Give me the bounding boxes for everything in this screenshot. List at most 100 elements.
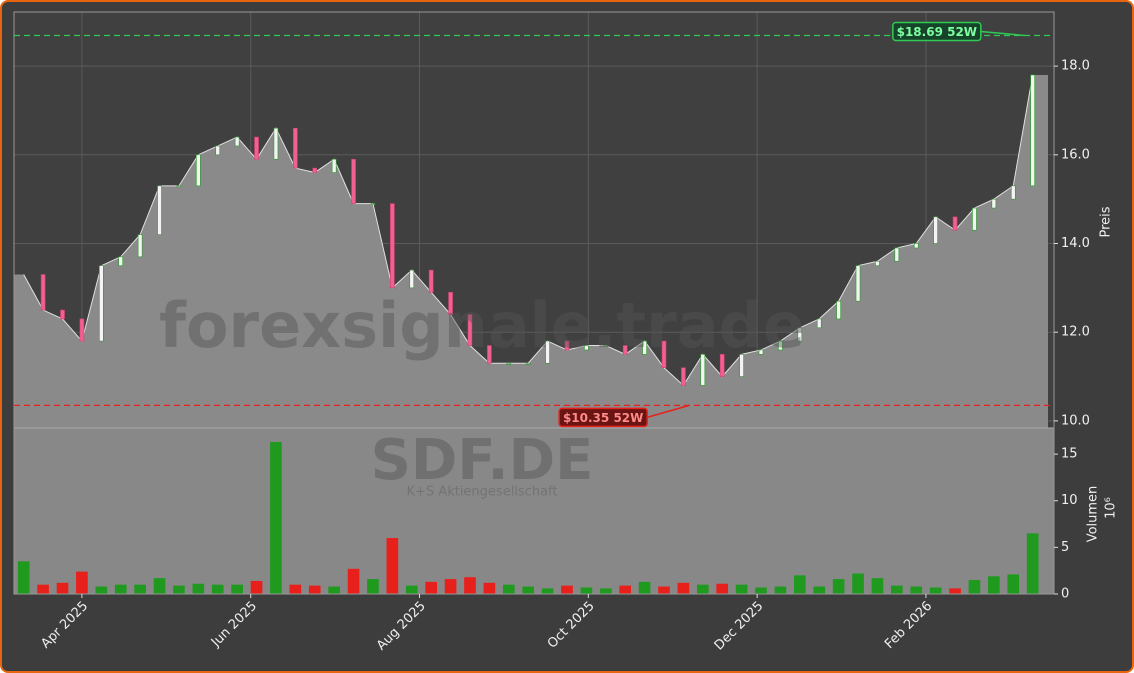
candle	[487, 345, 492, 364]
volume-bar	[308, 585, 321, 594]
candle	[196, 154, 201, 187]
candle	[661, 340, 667, 368]
y2-tick-label: 15	[1061, 447, 1078, 462]
volume-bar	[716, 583, 729, 594]
volume-bar	[813, 586, 826, 594]
volume-bar	[658, 586, 670, 594]
volume-bar	[502, 584, 515, 594]
candle	[467, 314, 473, 346]
volume-bar	[405, 585, 418, 594]
volume-bar	[231, 584, 243, 594]
candle	[952, 216, 958, 231]
volume-panel	[14, 428, 1054, 594]
annotation-arrow	[980, 30, 1025, 37]
candle	[254, 136, 259, 160]
candle	[681, 367, 686, 386]
candle	[118, 256, 124, 266]
x-tick-label: Dec 2025	[712, 599, 767, 654]
x-tick-label: Apr 2025	[38, 599, 91, 652]
volume-bar	[541, 588, 554, 594]
candle	[312, 167, 318, 173]
y-axis-label: Preis	[1099, 206, 1114, 237]
candle	[584, 345, 589, 351]
volume-bar	[153, 578, 166, 594]
x-tick-label: Jun 2025	[208, 599, 260, 651]
candle	[797, 327, 803, 342]
candle	[525, 362, 531, 365]
candle	[157, 185, 162, 235]
volume-bar	[910, 586, 923, 594]
candle	[758, 349, 764, 355]
volume-bar	[270, 441, 282, 594]
candle	[991, 198, 997, 209]
watermark: forexsignale.trade	[159, 289, 805, 362]
volume-bar	[522, 586, 534, 594]
candle	[642, 340, 647, 355]
volume-bar	[561, 585, 573, 594]
candle	[370, 203, 376, 205]
annotation-label: $10.35 52W	[563, 411, 643, 425]
company-watermark: K+S Aktiengesellschaft	[407, 485, 558, 500]
candle	[739, 354, 744, 377]
volume-bar	[1026, 533, 1039, 594]
candle	[331, 158, 337, 173]
volume-bar	[211, 584, 224, 594]
volume-bar	[755, 587, 767, 594]
volume-bar	[638, 581, 651, 594]
candle	[137, 234, 143, 258]
volume-bar	[134, 584, 146, 594]
candle	[448, 291, 453, 315]
volume-bar	[949, 588, 961, 594]
candle	[545, 340, 550, 364]
volume-bar	[250, 580, 263, 594]
volume-bar	[483, 582, 496, 594]
volume-bar	[580, 587, 593, 594]
candle	[913, 243, 919, 249]
volume-bar	[367, 579, 379, 594]
candle	[60, 309, 65, 320]
annotation-arrow	[646, 404, 690, 419]
panel-border	[13, 11, 1055, 595]
candle	[428, 269, 434, 293]
x-tick-label: Oct 2025	[545, 599, 598, 652]
candle	[409, 269, 415, 289]
volume-bar	[852, 573, 864, 594]
candle	[836, 300, 841, 320]
candle	[778, 340, 783, 351]
annotation-box	[892, 21, 982, 42]
candle	[855, 265, 861, 302]
x-tick-label: Aug 2025	[374, 599, 429, 654]
candle	[622, 345, 628, 355]
volume-bar	[347, 568, 360, 594]
volume-bar	[192, 583, 205, 594]
candle	[719, 354, 725, 377]
candle	[293, 127, 298, 169]
volume-bar	[425, 581, 437, 594]
volume-bar	[1007, 574, 1020, 594]
ticker-watermark: SDF.DE	[371, 428, 594, 493]
volume-bar	[76, 571, 88, 594]
candle	[603, 345, 609, 347]
volume-bar	[735, 584, 748, 594]
volume-bar	[173, 585, 185, 594]
volume-bar	[988, 576, 1000, 594]
volume-bar	[968, 580, 981, 594]
volume-bar	[114, 584, 127, 594]
candle	[700, 354, 706, 386]
volume-bar	[386, 538, 399, 594]
candle	[506, 362, 512, 365]
y2-tick-label: 5	[1061, 540, 1069, 555]
volume-bar	[774, 586, 787, 594]
volume-bar	[891, 585, 903, 594]
y-tick-label: 18.0	[1061, 59, 1090, 74]
volume-bar	[444, 579, 457, 594]
candle	[875, 260, 880, 266]
volume-bar	[871, 578, 884, 594]
y-tick-label: 10.0	[1061, 413, 1090, 428]
y2-axis-label: Volumen	[1086, 486, 1101, 543]
volume-bar	[37, 584, 49, 594]
price-area	[14, 74, 1048, 428]
candle	[1010, 185, 1016, 200]
candle	[564, 340, 570, 351]
